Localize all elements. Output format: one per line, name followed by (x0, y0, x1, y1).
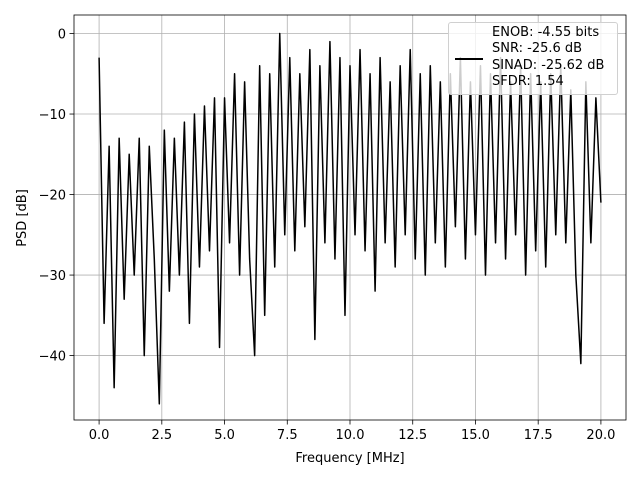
x-axis-label: Frequency [MHz] (295, 451, 404, 466)
x-tick-label: 10.0 (336, 428, 365, 443)
x-tick-label: 7.5 (277, 428, 298, 443)
y-tick-label: −10 (39, 108, 66, 123)
x-tick-label: 15.0 (461, 428, 490, 443)
y-tick-label: −40 (39, 350, 66, 365)
legend-swatch (455, 58, 483, 60)
x-tick-label: 12.5 (398, 428, 427, 443)
x-tick-label: 17.5 (524, 428, 553, 443)
y-tick-label: 0 (58, 28, 66, 43)
x-tick-label: 2.5 (151, 428, 172, 443)
x-tick-label: 5.0 (214, 428, 235, 443)
y-tick-label: −30 (39, 269, 66, 284)
y-tick-label: −20 (39, 189, 66, 204)
legend: ENOB: -4.55 bits SNR: -25.6 dB SINAD: -2… (448, 22, 618, 95)
legend-label: ENOB: -4.55 bits SNR: -25.6 dB SINAD: -2… (492, 25, 605, 90)
x-tick-label: 20.0 (586, 428, 615, 443)
data-line (98, 32, 602, 405)
plot-frame (73, 14, 627, 421)
x-tick-label: 0.0 (89, 428, 110, 443)
y-axis-label: PSD [dB] (15, 189, 30, 247)
